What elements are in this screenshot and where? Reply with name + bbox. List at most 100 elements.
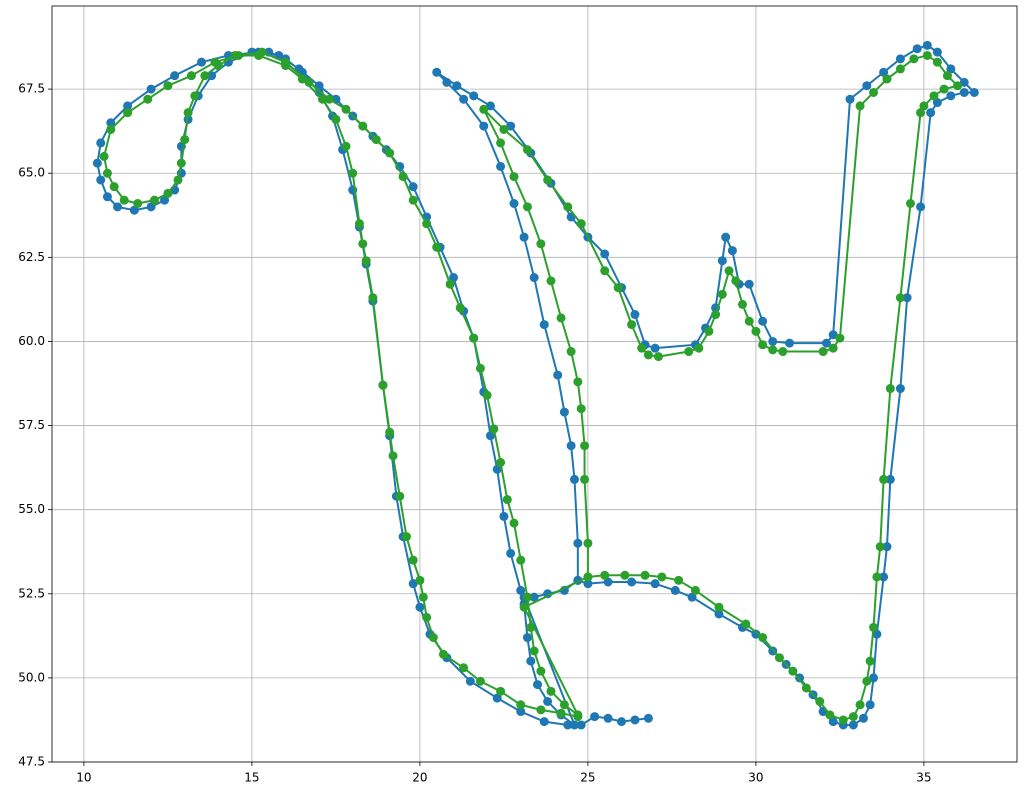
point [882, 542, 892, 552]
point [506, 548, 516, 558]
point [573, 377, 583, 387]
point [133, 198, 143, 208]
point [600, 266, 610, 276]
axes: 10 15 20 25 30 35 47.5 50.0 52.5 55.0 57.5 60.0 62.5… [18, 82, 931, 785]
point [529, 592, 539, 602]
point [653, 352, 663, 362]
point [566, 347, 576, 357]
point [496, 686, 506, 696]
point [432, 242, 442, 252]
point [509, 518, 519, 528]
point [942, 71, 952, 81]
point [415, 602, 425, 612]
point [197, 57, 207, 67]
point [643, 350, 653, 360]
point [627, 577, 637, 587]
point [96, 138, 106, 148]
point [835, 333, 845, 343]
plot-frame [51, 5, 1018, 763]
point [862, 676, 872, 686]
point [485, 101, 495, 111]
point [361, 256, 371, 266]
point [744, 316, 754, 326]
point [475, 363, 485, 373]
point [445, 279, 455, 289]
point [590, 712, 600, 722]
point [674, 575, 684, 585]
point [378, 380, 388, 390]
point [627, 320, 637, 330]
point [522, 145, 532, 155]
point [848, 720, 858, 730]
point [190, 91, 200, 101]
point [526, 656, 536, 666]
point [539, 717, 549, 727]
point [573, 538, 583, 548]
point [317, 94, 327, 104]
point [459, 663, 469, 673]
point [885, 384, 895, 394]
point [815, 696, 825, 706]
point [475, 676, 485, 686]
point [496, 458, 506, 468]
point [684, 347, 694, 357]
point [499, 511, 509, 521]
point [879, 474, 889, 484]
point [946, 64, 956, 74]
point [96, 175, 106, 185]
point [721, 232, 731, 242]
point [687, 592, 697, 602]
point [556, 708, 566, 718]
point [257, 47, 267, 57]
point [737, 299, 747, 309]
point [297, 74, 307, 84]
point [603, 577, 613, 587]
point [519, 602, 529, 612]
point [186, 71, 196, 81]
point [932, 98, 942, 108]
point [509, 198, 519, 208]
point [543, 175, 553, 185]
point [657, 572, 667, 582]
point [92, 158, 102, 168]
point [509, 172, 519, 182]
point [569, 720, 579, 730]
point [946, 91, 956, 101]
point [714, 602, 724, 612]
point [492, 693, 502, 703]
point [818, 347, 828, 357]
point [354, 219, 364, 229]
point [358, 239, 368, 249]
point [428, 633, 438, 643]
point [869, 87, 879, 97]
point [546, 276, 556, 286]
point [785, 338, 795, 348]
point [469, 91, 479, 101]
point [882, 74, 892, 84]
point [788, 666, 798, 676]
point [210, 57, 220, 67]
point [580, 474, 590, 484]
point [717, 289, 727, 299]
point [569, 474, 579, 484]
point [479, 121, 489, 131]
point [529, 646, 539, 656]
point [744, 279, 754, 289]
point [916, 202, 926, 212]
point [102, 168, 112, 178]
point [553, 370, 563, 380]
point [875, 542, 885, 552]
point [146, 202, 156, 212]
y-tick-label: 52.5 [18, 586, 45, 600]
point [600, 570, 610, 580]
x-tick-label: 35 [916, 771, 931, 785]
point [163, 81, 173, 91]
point [526, 622, 536, 632]
point [180, 135, 190, 145]
point [879, 67, 889, 77]
point [768, 336, 778, 346]
y-tick-label: 57.5 [18, 418, 45, 432]
point [176, 158, 186, 168]
point [502, 495, 512, 505]
point [536, 666, 546, 676]
